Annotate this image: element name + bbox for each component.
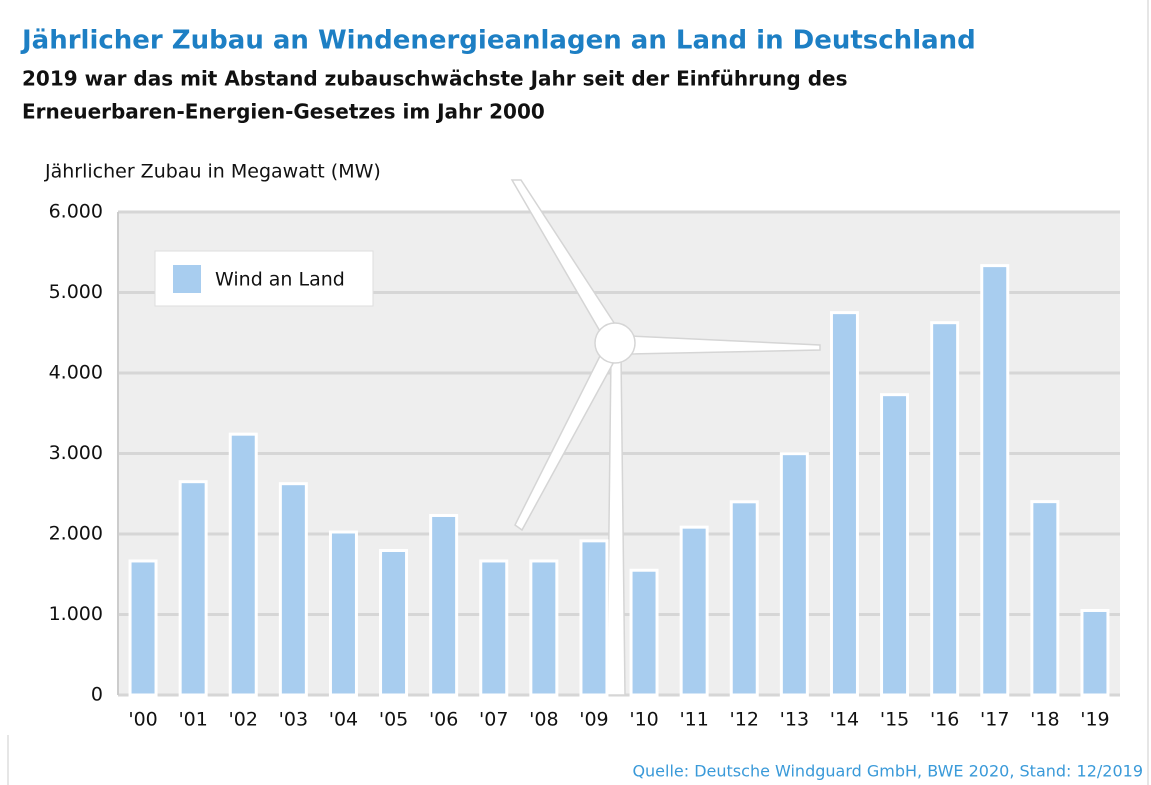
x-tick-label: '02 xyxy=(229,709,258,731)
bar xyxy=(230,434,256,695)
x-tick-label: '14 xyxy=(830,709,859,731)
bar xyxy=(330,532,356,695)
y-tick-label: 6.000 xyxy=(49,201,103,223)
chart: Jährlicher Zubau an Windenergieanlagen a… xyxy=(0,0,1151,785)
x-tick-label: '03 xyxy=(279,709,308,731)
bar xyxy=(781,454,807,695)
bar xyxy=(681,527,707,695)
x-tick-label: '18 xyxy=(1030,709,1059,731)
subtitle: Erneuerbaren-Energien-Gesetzes im Jahr 2… xyxy=(22,100,545,124)
x-tick-label: '08 xyxy=(529,709,558,731)
bar xyxy=(1032,502,1058,695)
y-axis-label: Jährlicher Zubau in Megawatt (MW) xyxy=(44,161,381,183)
x-tick-label: '05 xyxy=(379,709,408,731)
bar xyxy=(631,570,657,695)
bar xyxy=(581,541,607,695)
legend-label: Wind an Land xyxy=(215,269,345,291)
bar xyxy=(982,266,1008,695)
bar xyxy=(280,484,306,695)
chart-title: Jährlicher Zubau an Windenergieanlagen a… xyxy=(20,26,976,56)
x-tick-label: '01 xyxy=(178,709,207,731)
bar xyxy=(180,482,206,695)
y-tick-label: 5.000 xyxy=(49,281,103,303)
x-tick-label: '00 xyxy=(128,709,157,731)
x-tick-label: '13 xyxy=(780,709,809,731)
bar xyxy=(882,395,908,695)
x-tick-label: '17 xyxy=(980,709,1009,731)
bar xyxy=(531,561,557,695)
x-tick-label: '10 xyxy=(629,709,658,731)
legend-swatch xyxy=(173,265,201,293)
bar xyxy=(831,313,857,695)
y-tick-label: 2.000 xyxy=(49,523,103,545)
y-tick-label: 3.000 xyxy=(49,442,103,464)
x-tick-label: '11 xyxy=(679,709,708,731)
y-tick-label: 1.000 xyxy=(49,603,103,625)
bar xyxy=(932,323,958,695)
bar xyxy=(481,561,507,695)
bar xyxy=(381,551,407,695)
x-tick-label: '15 xyxy=(880,709,909,731)
source: Quelle: Deutsche Windguard GmbH, BWE 202… xyxy=(632,762,1143,781)
x-tick-label: '04 xyxy=(329,709,358,731)
subtitle: 2019 war das mit Abstand zubauschwächste… xyxy=(22,67,847,91)
x-tick-label: '19 xyxy=(1080,709,1109,731)
y-tick-label: 4.000 xyxy=(49,362,103,384)
x-tick-label: '09 xyxy=(579,709,608,731)
bar xyxy=(431,515,457,695)
x-tick-label: '12 xyxy=(730,709,759,731)
x-tick-label: '06 xyxy=(429,709,458,731)
x-tick-label: '16 xyxy=(930,709,959,731)
x-tick-label: '07 xyxy=(479,709,508,731)
bar xyxy=(1082,610,1108,695)
bar xyxy=(130,561,156,695)
y-tick-label: 0 xyxy=(91,684,103,706)
bar xyxy=(731,502,757,695)
